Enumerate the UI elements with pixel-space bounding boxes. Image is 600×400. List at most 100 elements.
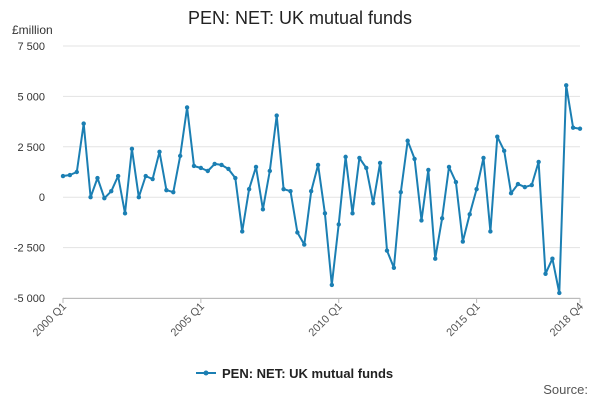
data-point [109, 188, 114, 194]
data-point [508, 190, 514, 196]
data-point [522, 184, 528, 190]
data-point [246, 186, 252, 192]
data-point [288, 188, 293, 194]
data-point [143, 173, 148, 179]
data-point [184, 105, 190, 110]
data-point [226, 166, 231, 172]
data-point [570, 125, 576, 130]
data-point [177, 153, 183, 159]
x-tick-label: 2015 Q1 [444, 301, 482, 339]
data-point [391, 265, 397, 270]
data-point [267, 168, 272, 174]
x-tick-label: 2000 Q1 [31, 301, 69, 339]
data-point [550, 256, 555, 261]
data-point [495, 134, 500, 139]
data-point [384, 248, 390, 253]
chart-title: PEN: NET: UK mutual funds [188, 8, 412, 28]
data-point [198, 165, 204, 171]
data-point [343, 154, 348, 160]
data-point [274, 113, 279, 118]
data-point [191, 163, 197, 169]
source-label: Source: [543, 382, 588, 397]
series-line [62, 84, 581, 294]
data-point [557, 290, 562, 296]
data-point [439, 216, 445, 221]
data-point [260, 207, 266, 212]
legend: PEN: NET: UK mutual funds [196, 366, 393, 381]
data-point [233, 175, 238, 181]
legend-point-marker [203, 370, 209, 376]
data-point [488, 229, 493, 234]
data-point [253, 164, 259, 170]
data-point [357, 155, 362, 161]
data-point [115, 173, 121, 179]
y-tick-label: 7 500 [17, 41, 45, 53]
data-point [453, 179, 459, 185]
data-point [295, 230, 300, 235]
data-point [419, 218, 424, 223]
data-point [364, 165, 369, 171]
data-point [515, 181, 521, 187]
data-point [219, 162, 224, 168]
legend-label: PEN: NET: UK mutual funds [222, 366, 393, 381]
data-point [157, 149, 162, 155]
data-point [446, 164, 452, 170]
x-tick-label: 2005 Q1 [169, 301, 207, 339]
data-point [302, 242, 307, 247]
y-tick-label: 2 500 [17, 142, 45, 154]
data-point [122, 211, 128, 216]
data-point [377, 160, 383, 166]
data-point [412, 156, 417, 162]
data-point [171, 189, 176, 195]
data-point [501, 148, 507, 154]
y-axis-unit-label: £million [12, 23, 53, 37]
data-point [150, 176, 155, 182]
data-point [543, 271, 548, 277]
y-tick-label: 5 000 [17, 91, 45, 103]
data-point [281, 186, 286, 192]
data-point [212, 161, 217, 167]
data-point [398, 189, 403, 195]
data-point [529, 182, 534, 188]
data-point [577, 126, 583, 131]
data-point [88, 195, 93, 200]
data-point [536, 159, 541, 165]
data-point [460, 239, 466, 244]
data-point [136, 195, 142, 200]
data-point [81, 121, 86, 126]
data-point [481, 155, 486, 161]
x-tick-label: 2018 Q4 [548, 301, 586, 339]
data-point [564, 83, 569, 88]
data-point [433, 256, 438, 261]
x-axis-ticks: 2000 Q1 2005 Q1 2010 Q1 2015 Q1 2018 Q4 [31, 298, 586, 339]
data-point [308, 188, 314, 194]
gridlines [63, 45, 580, 299]
series-group [60, 83, 583, 296]
data-point [240, 229, 245, 234]
y-axis-ticks: 7 500 5 000 2 500 0 -2 500 -5 000 [14, 41, 45, 305]
data-point [205, 168, 210, 174]
data-point [95, 175, 100, 181]
data-point [164, 187, 169, 193]
data-point [60, 173, 66, 179]
data-point [129, 146, 135, 152]
data-point [102, 196, 107, 201]
data-point [474, 186, 479, 192]
data-point [67, 172, 73, 178]
y-tick-label: 0 [39, 192, 45, 204]
y-tick-label: -5 000 [14, 293, 45, 305]
data-point [315, 162, 321, 168]
data-point [426, 167, 431, 173]
y-tick-label: -2 500 [14, 243, 45, 255]
data-point [467, 212, 472, 217]
data-point [329, 282, 335, 288]
x-tick-label: 2010 Q1 [307, 301, 345, 339]
data-point [405, 138, 410, 143]
data-point [74, 169, 79, 175]
data-point [350, 211, 355, 216]
data-point [322, 211, 328, 216]
data-point [336, 222, 341, 227]
data-point [371, 201, 376, 206]
